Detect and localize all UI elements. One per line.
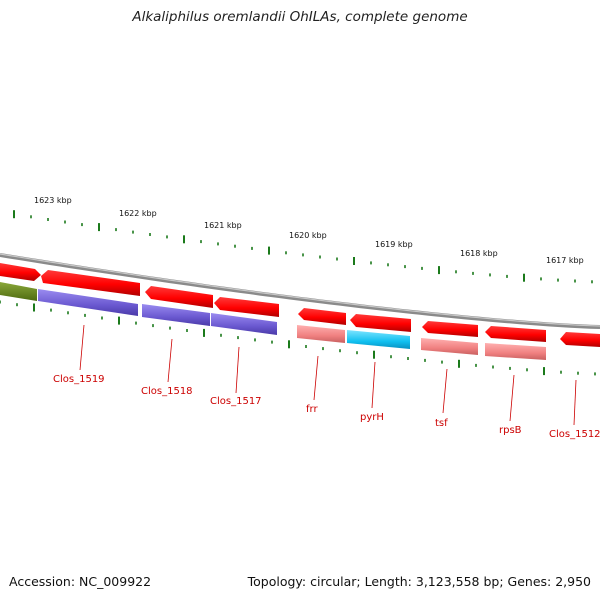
gene-label[interactable]: Clos_1512 [549,429,600,440]
feature-bars [0,282,546,360]
scale-ticks [13,210,593,284]
gene-label[interactable]: Clos_1517 [210,396,262,407]
leader-line [442,368,448,414]
gene-arrow[interactable] [560,332,600,347]
gene-label[interactable]: Clos_1519 [53,374,105,385]
feature-bar[interactable] [0,282,37,301]
feature-bar[interactable] [38,289,138,316]
gene-arrow[interactable] [145,286,213,308]
gene-arrow[interactable] [350,314,411,332]
topology-text: Topology: circular; Length: 3,123,558 bp… [247,574,591,589]
feature-bar[interactable] [142,304,210,326]
gene-arrow[interactable] [214,297,279,317]
gene-label[interactable]: frr [306,404,318,415]
map-title: Alkaliphilus oremlandii OhILAs, complete… [132,9,468,25]
leader-line [573,379,577,426]
gene-arrow[interactable] [41,270,140,296]
scale-label: 1619 kbp [375,240,413,249]
scale-label: 1621 kbp [204,221,242,230]
gene-arrows-strand [0,263,600,347]
genome-backbone [0,253,600,329]
leader-line [509,374,515,422]
backbone-highlight [0,253,600,327]
gene-label[interactable]: pyrH [360,412,384,423]
scale-label: 1622 kbp [119,209,157,218]
scale-labels: 1623 kbp 1622 kbp 1621 kbp 1620 kbp 1619… [34,196,584,265]
feature-bar[interactable] [297,325,345,343]
feature-bar[interactable] [347,330,410,349]
leader-line [79,324,85,371]
leader-line [313,355,319,401]
scale-label: 1620 kbp [289,231,327,240]
gene-label[interactable]: tsf [435,418,448,429]
gene-arrow[interactable] [422,321,478,337]
gene-arrow[interactable] [298,308,346,325]
accession-text: Accession: NC_009922 [9,574,152,589]
leader-line [167,338,173,383]
feature-bar[interactable] [211,313,277,335]
inner-ticks [0,300,596,376]
scale-label: 1617 kbp [546,256,584,265]
scale-label: 1618 kbp [460,249,498,258]
feature-bar[interactable] [421,338,478,355]
feature-bar[interactable] [485,343,546,360]
gene-arrow[interactable] [485,326,546,342]
gene-label[interactable]: rpsB [499,425,522,436]
leader-line [235,346,240,394]
backbone-line [0,253,600,329]
scale-label: 1623 kbp [34,196,72,205]
gene-arrow[interactable] [0,263,41,281]
label-leader-lines [79,324,577,426]
leader-line [371,361,376,409]
gene-labels: Clos_1519 Clos_1518 Clos_1517 frr pyrH t… [53,374,600,440]
gene-label[interactable]: Clos_1518 [141,386,193,397]
